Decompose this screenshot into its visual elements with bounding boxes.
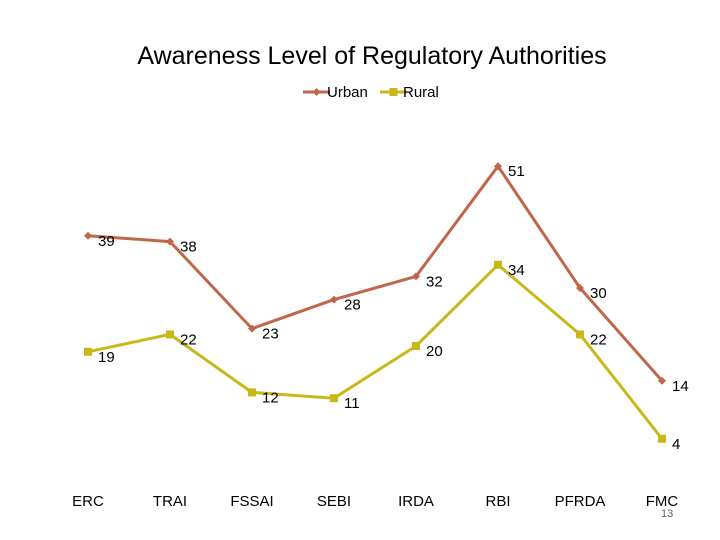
data-label-rural: 11 bbox=[344, 395, 360, 412]
slide-number: 13 bbox=[661, 508, 674, 520]
x-tick-label: FMC bbox=[646, 493, 679, 510]
plot-area: 39 38 23 28 32 51 30 14 19 22 12 11 20 34 22 4 bbox=[84, 162, 689, 453]
legend-urban-label: Urban bbox=[327, 84, 368, 101]
data-label-urban: 28 bbox=[344, 297, 361, 314]
data-label-rural: 12 bbox=[262, 389, 279, 406]
series-line-urban bbox=[87, 164, 664, 382]
data-label-urban: 38 bbox=[180, 239, 197, 256]
x-tick-label: ERC bbox=[72, 493, 104, 510]
data-point-urban bbox=[576, 284, 584, 292]
data-point-urban bbox=[658, 376, 666, 385]
data-point-urban bbox=[84, 231, 92, 240]
data-label-rural: 20 bbox=[426, 343, 443, 360]
data-label-urban: 30 bbox=[590, 285, 607, 302]
legend-rural-marker bbox=[389, 88, 398, 96]
chart-title: Awareness Level of Regulatory Authoritie… bbox=[137, 42, 606, 70]
data-point-urban bbox=[248, 324, 256, 333]
legend: Urban Rural bbox=[303, 84, 439, 101]
data-label-urban: 14 bbox=[672, 378, 689, 395]
legend-rural-label: Rural bbox=[403, 84, 439, 101]
data-point-urban bbox=[494, 162, 502, 171]
data-point-rural bbox=[330, 394, 338, 403]
data-point-urban bbox=[166, 237, 174, 246]
data-point-rural bbox=[84, 347, 92, 356]
data-label-rural: 22 bbox=[180, 331, 197, 348]
data-label-rural: 22 bbox=[590, 331, 607, 348]
legend-urban-marker bbox=[312, 88, 321, 96]
data-label-urban: 32 bbox=[426, 273, 443, 290]
x-tick-label: FSSAI bbox=[230, 493, 273, 510]
x-tick-label: TRAI bbox=[153, 493, 187, 510]
series-line-rural bbox=[87, 263, 664, 440]
x-tick-label: RBI bbox=[485, 493, 510, 510]
data-label-urban: 23 bbox=[262, 326, 279, 343]
data-point-urban bbox=[330, 295, 338, 304]
data-label-urban: 51 bbox=[508, 163, 525, 180]
data-point-rural bbox=[576, 330, 584, 339]
x-tick-label: PFRDA bbox=[555, 493, 606, 510]
data-label-urban: 39 bbox=[98, 233, 115, 250]
data-point-rural bbox=[494, 260, 502, 269]
data-point-rural bbox=[412, 342, 420, 350]
data-point-rural bbox=[658, 434, 666, 443]
x-tick-label: SEBI bbox=[317, 493, 351, 510]
data-label-rural: 19 bbox=[98, 349, 115, 366]
data-point-rural bbox=[166, 330, 174, 339]
data-label-rural: 4 bbox=[672, 436, 680, 453]
data-point-rural bbox=[248, 388, 256, 397]
x-tick-label: IRDA bbox=[398, 493, 434, 510]
data-label-rural: 34 bbox=[508, 262, 525, 279]
data-point-urban bbox=[412, 272, 420, 281]
x-axis-ticks: ERC TRAI FSSAI SEBI IRDA RBI PFRDA FMC bbox=[72, 493, 678, 510]
